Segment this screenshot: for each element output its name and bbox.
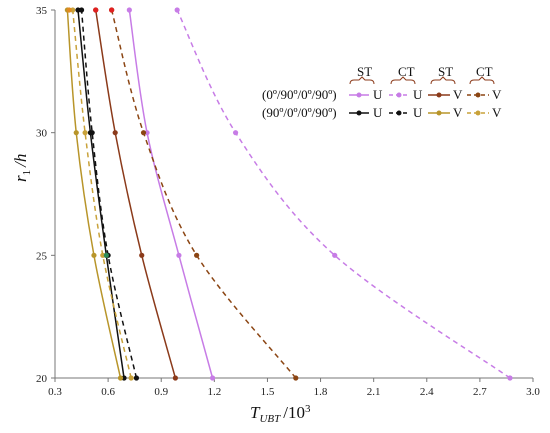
x-tick-label: 1.2 (207, 386, 221, 398)
series-point-3 (139, 252, 145, 258)
legend-entry-r1-3: V (453, 87, 463, 102)
series-point-6 (78, 7, 85, 13)
x-tick-label: 1.8 (314, 386, 328, 398)
series-line-4 (110, 9, 297, 379)
series-line-3 (94, 9, 177, 379)
series-point-6 (133, 375, 140, 381)
x-tick-label: 0.6 (101, 386, 115, 398)
x-axis-title: TUBT/103 (250, 403, 311, 425)
series-line-7 (66, 9, 122, 379)
series-point-2 (332, 252, 338, 258)
series-layer (66, 9, 511, 379)
x-tick-label: 1.5 (261, 386, 275, 398)
series-point-4 (293, 375, 299, 381)
series-point-1 (176, 252, 182, 258)
legend-marker-r2-4 (475, 110, 481, 116)
x-axis-title-sub: UBT (259, 413, 281, 425)
series-line-1 (128, 9, 214, 379)
series-point-3 (172, 375, 178, 381)
legend-marker-r2-3 (436, 110, 442, 116)
series-point-2 (232, 130, 239, 136)
legend-marker-r2-1 (356, 110, 362, 116)
series-point-8 (82, 130, 88, 136)
y-ticks: 20 25 30 35 (36, 5, 55, 385)
y-tick-label: 25 (36, 250, 48, 262)
legend-entry-r1-1: U (373, 87, 383, 102)
y-axis-title: r1/h (11, 154, 33, 182)
legend-entry-r2-1: U (373, 105, 383, 120)
legend-brace-4 (469, 76, 495, 85)
extra-point (103, 252, 109, 258)
legend-entry-r1-4: V (492, 87, 502, 102)
x-axis-title-sup: 3 (305, 403, 311, 415)
legend-entry-r2-2: U (413, 105, 423, 120)
series-point-7 (117, 375, 124, 381)
x-tick-label: 3.0 (526, 386, 540, 398)
series-point-2 (174, 7, 180, 13)
y-axis-title-rest: /h (11, 154, 30, 168)
series-point-1 (209, 375, 216, 381)
series-point-7 (73, 130, 79, 136)
legend-row-1-entries: U U V V (349, 87, 502, 102)
legend-row-2-entries: U U V V (349, 105, 502, 120)
x-tick-label: 2.1 (367, 386, 381, 398)
series-point-1 (126, 7, 132, 13)
plot-area (54, 10, 533, 379)
y-tick-label: 35 (36, 5, 48, 17)
legend-marker-r1-3 (436, 92, 442, 98)
x-ticks: 0.3 0.6 0.9 1.2 1.5 1.8 2.1 2.4 2.7 3.0 (48, 378, 540, 398)
y-axis-title-sub: 1 (21, 170, 33, 176)
x-tick-label: 0.9 (154, 386, 168, 398)
series-point-4 (194, 252, 200, 258)
legend-marker-r1-2 (396, 92, 402, 98)
series-line-6 (80, 9, 138, 379)
legend-brace-2 (390, 76, 416, 85)
series-line-2 (176, 9, 511, 379)
y-axis-title-main: r (11, 175, 30, 182)
series-point-2 (507, 375, 513, 381)
legend-row-1-label: (0º/90º/0º/90º) (262, 87, 337, 102)
y-tick-label: 20 (36, 373, 48, 385)
legend-entry-r2-3: V (453, 105, 463, 120)
series-point-4 (140, 130, 147, 136)
x-tick-label: 0.3 (48, 386, 62, 398)
x-axis-title-main: T (250, 403, 261, 422)
x-tick-label: 2.7 (473, 386, 487, 398)
x-axis-title-rest: /10 (283, 403, 305, 422)
series-line-8 (71, 9, 132, 379)
extra-point (109, 7, 115, 13)
legend-marker-r2-2 (396, 110, 402, 116)
legend-row-2-label: (90º/0º/0º/90º) (262, 105, 337, 120)
legend-brace-1 (349, 76, 375, 85)
legend-entry-r1-2: U (413, 87, 423, 102)
legend: ST CT ST CT (0º/90º/0º/90º) (90º/0º/0º/9… (262, 64, 502, 120)
extra-point (66, 7, 72, 13)
series-point-8 (128, 375, 134, 381)
legend-group-2: CT (398, 64, 415, 79)
legend-marker-r1-1 (356, 92, 362, 98)
points-layer (64, 7, 513, 381)
legend-group-4: CT (476, 64, 493, 79)
legend-group-3: ST (438, 64, 453, 79)
y-tick-label: 30 (36, 128, 48, 140)
legend-marker-r1-4 (475, 92, 481, 98)
x-tick-label: 2.4 (420, 386, 434, 398)
legend-entry-r2-4: V (492, 105, 502, 120)
series-point-7 (91, 252, 97, 258)
legend-group-1: ST (357, 64, 372, 79)
series-point-6 (89, 130, 95, 136)
series-point-3 (112, 130, 118, 136)
extra-point (93, 7, 99, 13)
legend-brace-3 (430, 76, 456, 85)
series-line-5 (77, 9, 125, 379)
